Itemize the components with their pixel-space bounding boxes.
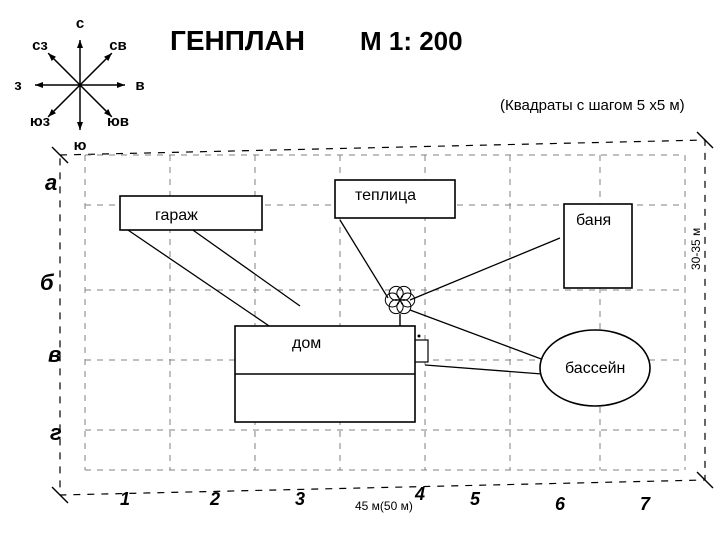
compass-label: в bbox=[135, 77, 144, 94]
row-label: в bbox=[48, 342, 61, 367]
col-label: 2 bbox=[209, 489, 220, 509]
col-label: 1 bbox=[120, 489, 130, 509]
building-garage: гараж bbox=[120, 196, 262, 230]
side-dimension: 30-35 м bbox=[689, 228, 703, 270]
building-bathhouse-label: баня bbox=[576, 212, 611, 229]
building-greenhouse-label: теплица bbox=[355, 187, 416, 204]
outbuilding-dot bbox=[418, 335, 421, 338]
building-garage-label: гараж bbox=[155, 207, 198, 224]
compass-label: сз bbox=[32, 37, 48, 54]
site-plan: ГЕНПЛАН М 1: 200 (Квадраты с шагом 5 х5 м)… bbox=[0, 0, 720, 540]
row-label: б bbox=[40, 270, 55, 295]
compass-label: юв bbox=[107, 113, 129, 130]
compass-label: ю bbox=[74, 137, 87, 154]
col-label: 6 bbox=[555, 494, 566, 514]
grid-step-note: (Квадраты с шагом 5 х5 м) bbox=[500, 97, 685, 114]
col-label: 5 bbox=[470, 489, 481, 509]
pool-label: бассейн bbox=[565, 360, 625, 377]
col-label: 4 bbox=[414, 484, 425, 504]
building-house: дом bbox=[235, 326, 415, 422]
compass-label: з bbox=[14, 77, 21, 94]
scale-text: М 1: 200 bbox=[360, 26, 463, 56]
building-bathhouse: баня bbox=[564, 204, 632, 288]
bottom-dimension: 45 м(50 м) bbox=[355, 499, 413, 513]
col-label: 3 bbox=[295, 489, 305, 509]
col-label: 7 bbox=[640, 494, 651, 514]
building-greenhouse: теплица bbox=[335, 180, 455, 218]
compass-label: св bbox=[109, 37, 127, 54]
compass-label: юз bbox=[30, 113, 50, 130]
row-label: а bbox=[45, 170, 57, 195]
row-label: г bbox=[50, 420, 62, 445]
compass-label: с bbox=[76, 15, 84, 32]
pool: бассейн bbox=[540, 330, 650, 406]
title-text: ГЕНПЛАН bbox=[170, 25, 305, 56]
building-house-label: дом bbox=[292, 335, 321, 352]
